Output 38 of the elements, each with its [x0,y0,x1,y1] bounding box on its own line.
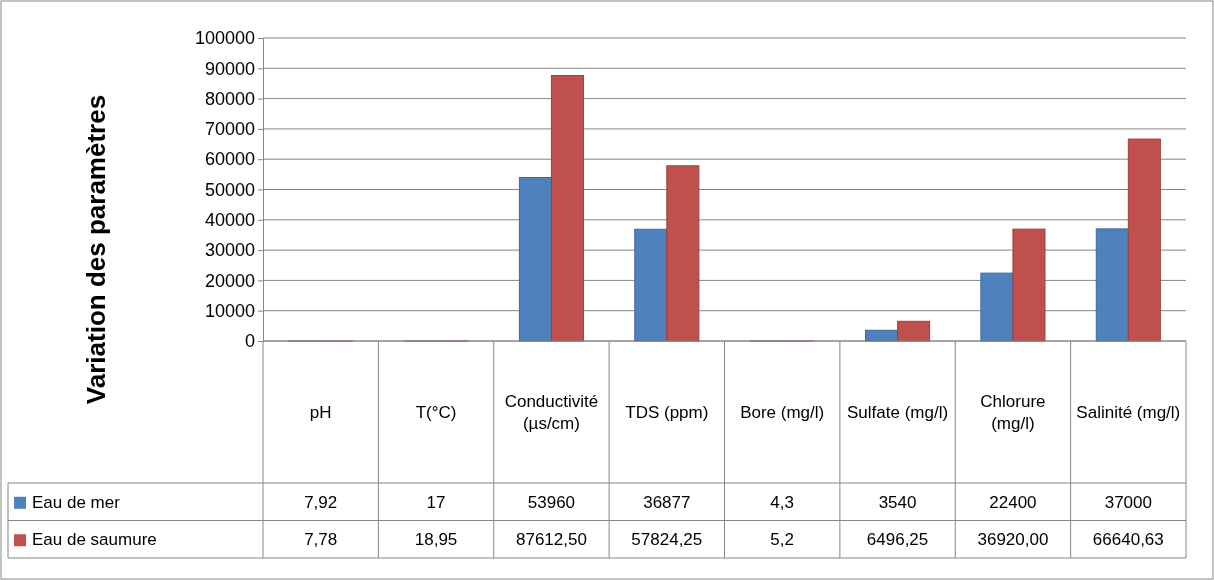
data-label: 7,92 [304,492,338,512]
legend-label: Eau de mer [32,492,121,512]
legend-label: Eau de saumure [32,530,157,550]
x-tick-label: Bore (mg/l) [740,403,825,422]
y-tick-label: 60000 [204,149,255,170]
x-tick-label: T(°C) [415,403,457,422]
y-tick-label: 100000 [194,28,255,49]
data-label: 3540 [878,492,917,512]
x-tick-label: Salinité (mg/l) [1076,403,1181,422]
y-tick-label: 10000 [204,300,255,321]
y-tick-label: 0 [244,331,255,352]
data-label: 5,2 [770,530,795,550]
data-label: 36920,00 [977,530,1049,550]
x-tick-label: pH [309,403,332,422]
data-label: 36877 [643,492,691,512]
y-tick-label: 80000 [204,88,255,109]
data-label: 6496,25 [866,530,929,550]
y-tick-label: 40000 [204,210,255,231]
y-axis-title: Variation des paramètres [81,94,111,405]
data-label: 4,3 [770,492,795,512]
data-label: 57824,25 [631,530,703,550]
x-tick-label: Sulfate (mg/l) [847,403,949,422]
y-tick-label: 30000 [204,240,255,261]
data-label: 18,95 [414,530,458,550]
data-label: 22400 [989,492,1037,512]
data-label: 87612,50 [515,530,587,550]
y-tick-label: 20000 [204,270,255,291]
x-tick-label: Chlorure (mg/l) [980,392,1046,433]
y-tick-label: 50000 [204,179,255,200]
y-tick-label: 70000 [204,119,255,140]
y-tick-label: 90000 [204,58,255,79]
x-tick-label: TDS (ppm) [625,403,709,422]
data-label: 37000 [1104,492,1152,512]
data-label: 7,78 [304,530,338,550]
x-tick-label: Conductivité (µs/cm) [504,392,599,433]
data-label: 17 [426,492,446,512]
data-label: 66640,63 [1092,530,1164,550]
data-label: 53960 [527,492,576,512]
